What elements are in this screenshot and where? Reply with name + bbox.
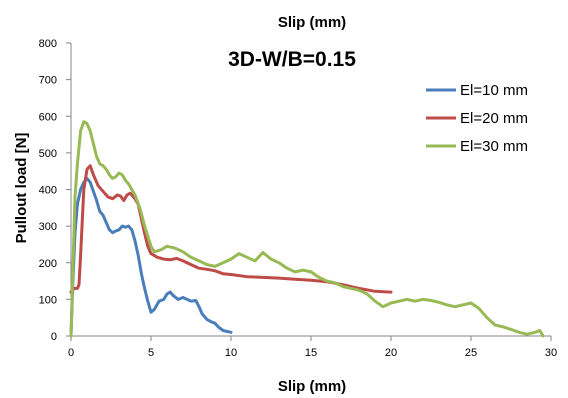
x-tick-label: 20: [385, 347, 397, 359]
series-line-3: [69, 120, 545, 338]
y-tick-label: 800: [39, 38, 57, 50]
y-tick-label: 200: [39, 258, 57, 270]
legend-label: El=20 mm: [460, 110, 528, 127]
series-line-1: [69, 177, 233, 338]
x-tick-label: 0: [68, 347, 74, 359]
chart-title: 3D-W/B=0.15: [228, 48, 356, 71]
series-line-2: [69, 164, 393, 294]
x-axis: 0 5 10 15 20 25 30: [68, 336, 557, 359]
top-axis-title: Slip (mm): [278, 14, 346, 31]
y-axis-title: Pullout load [N]: [13, 133, 30, 244]
x-tick-label: 25: [465, 347, 477, 359]
x-tick-label: 15: [305, 347, 317, 359]
series-layer: [69, 120, 545, 338]
legend-label: El=10 mm: [460, 82, 528, 99]
x-axis-title: Slip (mm): [278, 378, 346, 395]
y-tick-label: 700: [39, 75, 57, 87]
x-tick-label: 30: [545, 347, 557, 359]
y-tick-label: 0: [51, 331, 57, 343]
y-tick-label: 500: [39, 148, 57, 160]
legend: El=10 mm El=20 mm El=30 mm: [426, 82, 528, 155]
x-tick-label: 5: [148, 347, 154, 359]
y-tick-label: 300: [39, 221, 57, 233]
x-tick-label: 10: [225, 347, 237, 359]
legend-label: El=30 mm: [460, 138, 528, 155]
y-tick-label: 400: [39, 185, 57, 197]
y-axis: 0 100 200 300 400 500 600 700 800: [39, 38, 71, 343]
y-tick-label: 100: [39, 294, 57, 306]
y-tick-label: 600: [39, 111, 57, 123]
